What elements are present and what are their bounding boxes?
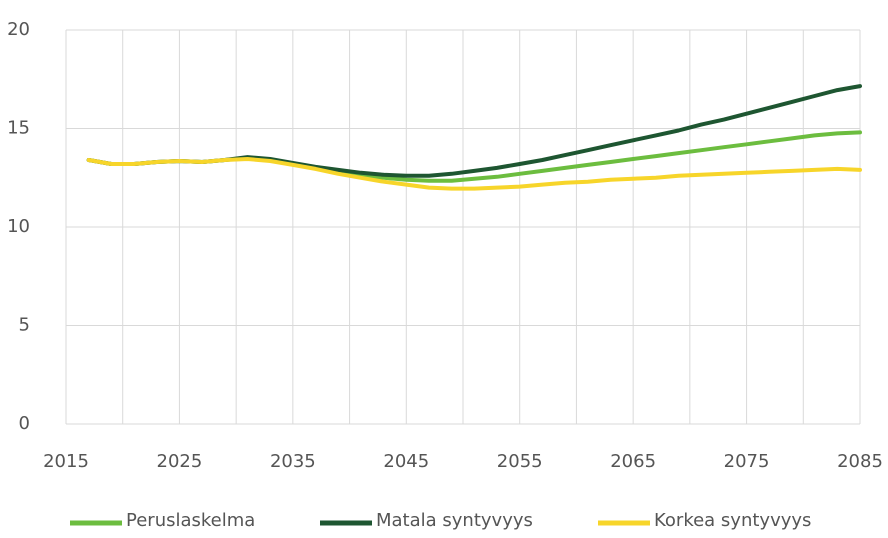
y-tick-label: 15 [7,118,30,139]
x-tick-label: 2015 [43,451,89,472]
y-tick-label: 0 [19,413,30,434]
line [86,157,862,191]
legend-label: Peruslaskelma [126,510,255,531]
x-tick-label: 2075 [724,451,770,472]
x-tick-label: 2045 [383,451,429,472]
legend-label: Matala syntyvyys [376,510,533,531]
y-tick-label: 5 [19,315,30,336]
x-tick-label: 2055 [497,451,543,472]
x-tick-label: 2035 [270,451,316,472]
x-tick-label: 2085 [837,451,883,472]
y-tick-label: 10 [7,216,30,237]
x-tick-label: 2065 [610,451,656,472]
legend-label: Korkea syntyvyys [654,510,811,531]
x-tick-label: 2025 [157,451,203,472]
y-tick-label: 20 [7,19,30,40]
